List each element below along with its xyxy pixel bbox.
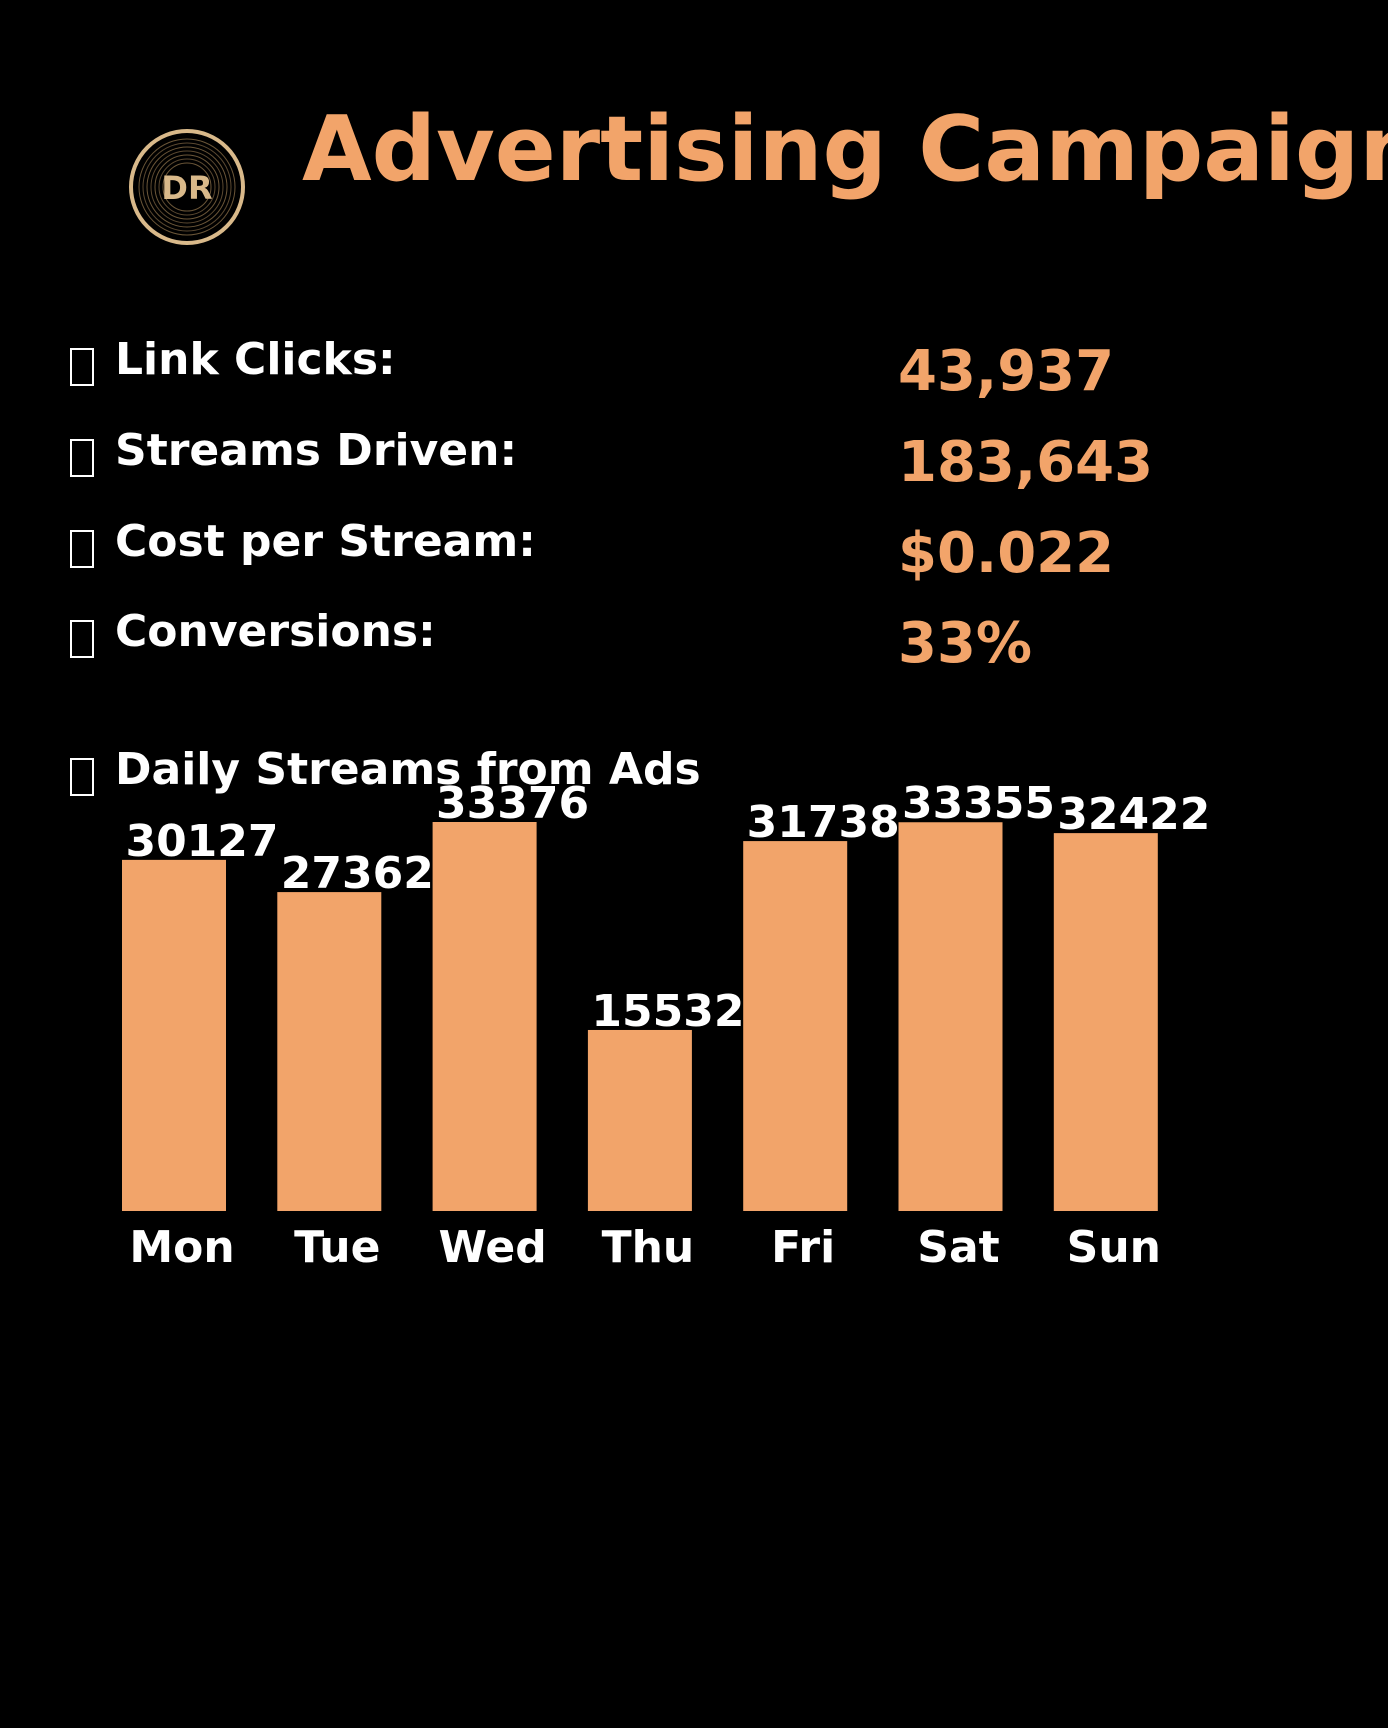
dr-logo: DR — [129, 129, 245, 245]
data-label-tue: 27362 — [281, 848, 434, 899]
bar-thu — [587, 1029, 692, 1211]
bar-mon — [122, 859, 226, 1211]
x-tick-label-wed: Wed — [438, 1222, 546, 1273]
metric-value: 43,937 — [898, 339, 1115, 404]
metric-link-clicks: Link Clicks: 43,937 — [70, 334, 1320, 404]
metric-conversions: Conversions: 33% — [70, 606, 1320, 676]
metric-label: Link Clicks: — [115, 334, 396, 385]
bar-wed — [432, 822, 537, 1211]
metric-label: Cost per Stream: — [115, 516, 536, 567]
missing-glyph-icon — [70, 758, 94, 796]
data-label-thu: 15532 — [591, 986, 744, 1037]
page-title: Advertising Campaign — [302, 97, 1388, 202]
bar-sun — [1053, 833, 1158, 1211]
metric-cost-per-stream: Cost per Stream: $0.022 — [70, 516, 1320, 586]
bar-sat — [898, 822, 1003, 1211]
x-tick-label-sat: Sat — [917, 1222, 999, 1273]
metric-label: Conversions: — [115, 606, 436, 657]
missing-glyph-icon — [70, 530, 94, 568]
metric-value: 183,643 — [898, 430, 1154, 495]
data-label-sun: 32422 — [1057, 789, 1210, 840]
x-tick-label-thu: Thu — [602, 1222, 695, 1273]
x-tick-label-mon: Mon — [129, 1222, 234, 1273]
missing-glyph-icon — [70, 439, 94, 477]
data-label-sat: 33355 — [902, 778, 1055, 829]
chart-title: Daily Streams from Ads — [115, 744, 701, 795]
data-label-fri: 31738 — [747, 797, 900, 848]
chart-heading: Daily Streams from Ads — [70, 744, 870, 804]
missing-glyph-icon — [70, 348, 94, 386]
bar-fri — [743, 841, 848, 1211]
x-tick-label-sun: Sun — [1067, 1222, 1161, 1273]
x-tick-label-tue: Tue — [294, 1222, 380, 1273]
x-tick-label-fri: Fri — [771, 1222, 835, 1273]
metric-value: 33% — [898, 611, 1033, 676]
bar-tue — [277, 892, 382, 1211]
missing-glyph-icon — [70, 620, 94, 658]
metric-label: Streams Driven: — [115, 425, 518, 476]
metric-value: $0.022 — [898, 521, 1115, 586]
metric-streams-driven: Streams Driven: 183,643 — [70, 425, 1320, 495]
logo-text: DR — [161, 169, 212, 207]
data-label-mon: 30127 — [125, 816, 278, 867]
